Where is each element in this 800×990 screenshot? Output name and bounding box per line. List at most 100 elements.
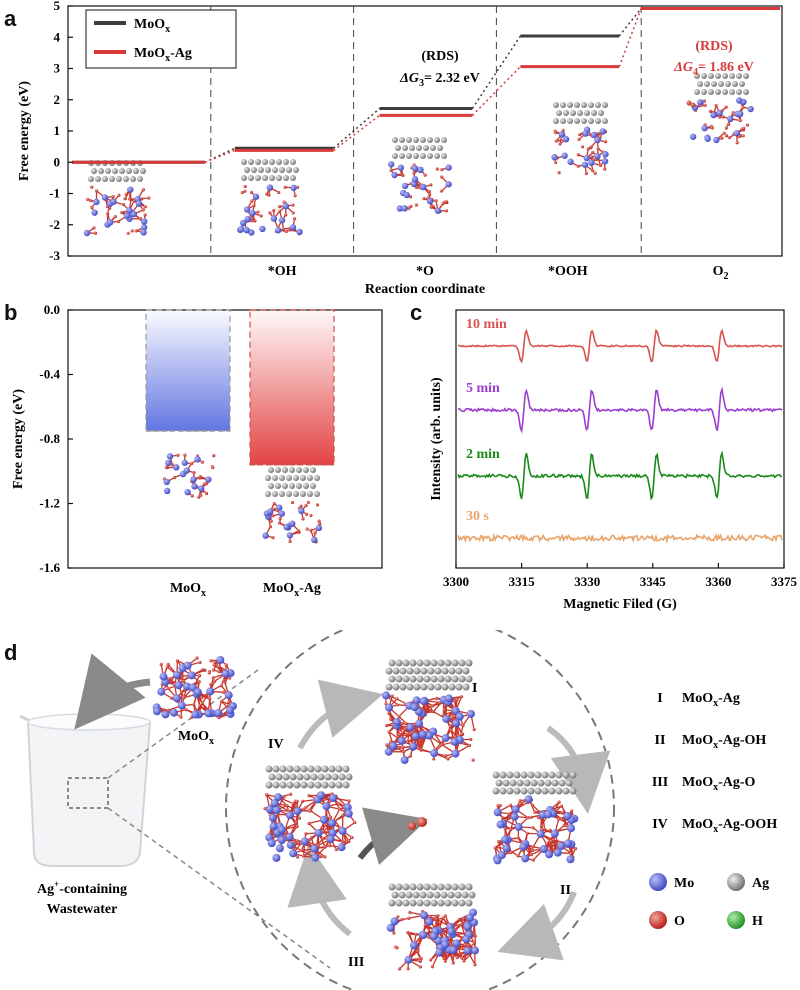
o-atom: [441, 916, 445, 920]
state-number: I: [657, 691, 662, 706]
mo-atom: [130, 210, 138, 218]
ag-atom: [558, 779, 566, 787]
ag-atom: [430, 675, 438, 683]
o-atom: [282, 795, 286, 799]
o-atom: [442, 956, 446, 960]
o-atom: [509, 850, 513, 855]
ag-atom: [584, 110, 590, 116]
ag-atom: [409, 675, 417, 683]
o-atom: [573, 846, 578, 851]
o-atom: [449, 728, 453, 732]
ag-atom: [272, 781, 280, 789]
o-atom: [94, 189, 99, 193]
mo-atom: [401, 205, 408, 212]
mo-atom: [315, 524, 323, 532]
o-atom: [423, 923, 427, 927]
mo-atom: [391, 171, 398, 179]
ag-atom: [392, 683, 400, 691]
ag-atom: [265, 781, 273, 789]
o-atom: [302, 807, 306, 812]
o-atom: [387, 730, 391, 734]
mo-atom: [204, 709, 213, 718]
ag-atom: [423, 899, 431, 907]
o-atom: [387, 710, 392, 715]
ag-atom: [492, 771, 500, 779]
mo-atom: [214, 708, 223, 717]
o-atom: [459, 922, 463, 927]
mo-atom: [493, 808, 502, 817]
ag-atom: [743, 89, 749, 95]
legend: MoOx MoOx-Ag: [85, 9, 237, 69]
o-atom: [554, 131, 558, 135]
o-atom: [577, 137, 581, 142]
o-atom: [164, 465, 169, 470]
o-atom: [444, 754, 448, 758]
ag-atom: [492, 787, 500, 795]
panel-label-d: d: [4, 640, 18, 665]
o-atom: [467, 743, 472, 748]
mo-atom: [582, 130, 589, 137]
mo-atom: [194, 456, 201, 463]
ag-atom: [293, 475, 299, 481]
ag-atom: [729, 73, 735, 79]
bar-moox: [145, 309, 231, 432]
panel-label-c: c: [410, 300, 423, 325]
ag-atom: [286, 765, 294, 773]
ag-atom: [293, 491, 299, 497]
o-atom: [283, 185, 287, 189]
o-atom: [195, 656, 199, 660]
epr-trace: [458, 386, 783, 434]
o-atom: [427, 189, 431, 194]
mo-atom: [594, 153, 601, 160]
mo-atom: [557, 842, 566, 851]
ag-atom: [303, 467, 309, 473]
mo-atom: [713, 136, 720, 144]
ag-atom: [458, 659, 466, 667]
ag-atom: [328, 781, 336, 789]
o-atom: [278, 516, 282, 520]
ag-atom: [581, 118, 587, 124]
ag-atom: [272, 475, 278, 481]
o-atom: [543, 827, 547, 831]
o-atom: [121, 202, 125, 207]
epr-trace-label: 10 min: [466, 317, 507, 332]
state-number: IV: [652, 817, 668, 832]
o-atom: [430, 965, 434, 969]
mo-atom: [545, 850, 554, 859]
mo-atom: [445, 164, 452, 171]
state-name: MoOx-Ag-O: [682, 775, 756, 793]
o-atom: [385, 723, 389, 728]
mo-atom: [551, 154, 558, 161]
o-atom: [414, 932, 418, 936]
ag-atom: [283, 175, 289, 181]
o-atom: [507, 812, 512, 816]
ag-atom: [704, 81, 710, 87]
o-atom: [293, 217, 297, 221]
o-atom: [305, 527, 309, 531]
ag-atom: [392, 153, 398, 159]
ag-atom: [272, 167, 278, 173]
ag-atom: [468, 891, 476, 899]
ag-atom: [388, 675, 396, 683]
mo-atom: [244, 215, 252, 223]
o-atom: [294, 804, 299, 808]
o-atom: [198, 475, 202, 479]
o-atom: [166, 686, 170, 691]
mo-atom: [123, 212, 131, 220]
ag-atom: [553, 118, 559, 124]
state-number: III: [652, 775, 668, 790]
ag-atom: [409, 659, 417, 667]
ag-atom: [416, 883, 424, 891]
mo-atom: [262, 532, 269, 539]
mo-atom: [581, 161, 589, 168]
o-atom: [347, 799, 351, 803]
mo-atom: [511, 805, 520, 814]
energy-connector-mooxag: [471, 66, 521, 116]
ag-atom: [523, 779, 531, 787]
o-atom: [318, 854, 322, 859]
o-atom: [586, 147, 590, 151]
o-atom: [459, 695, 464, 699]
o-atom: [287, 228, 291, 232]
ag-atom: [506, 787, 514, 795]
ag-atom: [437, 659, 445, 667]
